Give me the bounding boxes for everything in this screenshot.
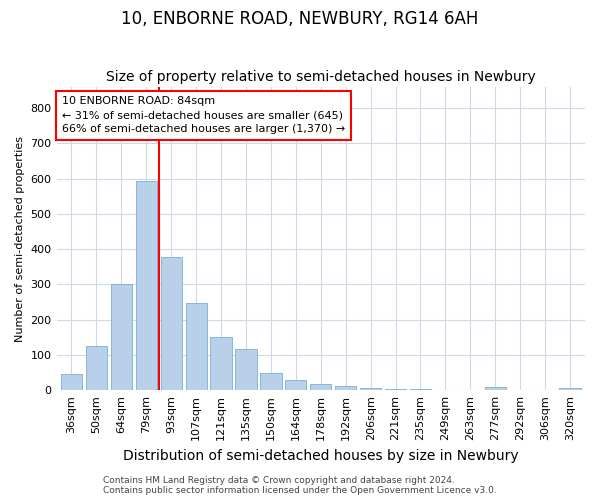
- Bar: [185, 303, 207, 390]
- Bar: [86, 346, 107, 390]
- Bar: [235, 349, 257, 390]
- Bar: [61, 374, 82, 390]
- X-axis label: Distribution of semi-detached houses by size in Newbury: Distribution of semi-detached houses by …: [123, 448, 518, 462]
- Text: 10 ENBORNE ROAD: 84sqm
← 31% of semi-detached houses are smaller (645)
66% of se: 10 ENBORNE ROAD: 84sqm ← 31% of semi-det…: [62, 96, 345, 134]
- Text: Contains HM Land Registry data © Crown copyright and database right 2024.
Contai: Contains HM Land Registry data © Crown c…: [103, 476, 497, 495]
- Bar: [559, 388, 581, 390]
- Bar: [136, 181, 157, 390]
- Bar: [161, 257, 182, 390]
- Bar: [260, 372, 281, 390]
- Bar: [360, 388, 381, 390]
- Title: Size of property relative to semi-detached houses in Newbury: Size of property relative to semi-detach…: [106, 70, 536, 85]
- Y-axis label: Number of semi-detached properties: Number of semi-detached properties: [15, 136, 25, 342]
- Bar: [310, 384, 331, 390]
- Bar: [285, 380, 307, 390]
- Bar: [211, 338, 232, 390]
- Bar: [335, 386, 356, 390]
- Text: 10, ENBORNE ROAD, NEWBURY, RG14 6AH: 10, ENBORNE ROAD, NEWBURY, RG14 6AH: [121, 10, 479, 28]
- Bar: [111, 284, 132, 390]
- Bar: [385, 389, 406, 390]
- Bar: [485, 388, 506, 390]
